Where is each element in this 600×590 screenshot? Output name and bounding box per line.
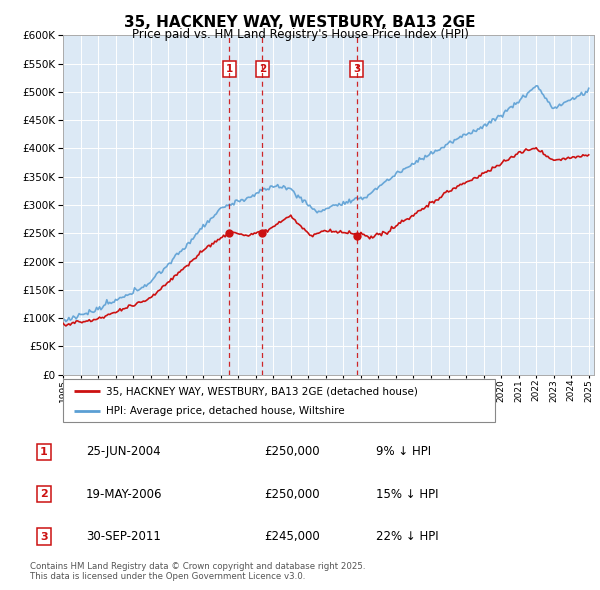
Text: 35, HACKNEY WAY, WESTBURY, BA13 2GE (detached house): 35, HACKNEY WAY, WESTBURY, BA13 2GE (det… bbox=[106, 386, 418, 396]
Text: 1: 1 bbox=[40, 447, 48, 457]
FancyBboxPatch shape bbox=[63, 379, 495, 422]
Text: Price paid vs. HM Land Registry's House Price Index (HPI): Price paid vs. HM Land Registry's House … bbox=[131, 28, 469, 41]
Text: 3: 3 bbox=[40, 532, 48, 542]
Text: 15% ↓ HPI: 15% ↓ HPI bbox=[376, 487, 439, 501]
Text: HPI: Average price, detached house, Wiltshire: HPI: Average price, detached house, Wilt… bbox=[106, 407, 345, 416]
Text: 3: 3 bbox=[353, 64, 360, 74]
Text: 30-SEP-2011: 30-SEP-2011 bbox=[86, 530, 161, 543]
Text: 1: 1 bbox=[226, 64, 233, 74]
Text: 35, HACKNEY WAY, WESTBURY, BA13 2GE: 35, HACKNEY WAY, WESTBURY, BA13 2GE bbox=[124, 15, 476, 30]
Text: 2: 2 bbox=[40, 489, 48, 499]
Text: 19-MAY-2006: 19-MAY-2006 bbox=[86, 487, 162, 501]
Text: 25-JUN-2004: 25-JUN-2004 bbox=[86, 445, 160, 458]
Text: Contains HM Land Registry data © Crown copyright and database right 2025.
This d: Contains HM Land Registry data © Crown c… bbox=[30, 562, 365, 581]
Text: £250,000: £250,000 bbox=[265, 487, 320, 501]
Text: £250,000: £250,000 bbox=[265, 445, 320, 458]
Text: 9% ↓ HPI: 9% ↓ HPI bbox=[376, 445, 431, 458]
Text: 22% ↓ HPI: 22% ↓ HPI bbox=[376, 530, 439, 543]
Text: 2: 2 bbox=[259, 64, 266, 74]
Text: £245,000: £245,000 bbox=[265, 530, 320, 543]
